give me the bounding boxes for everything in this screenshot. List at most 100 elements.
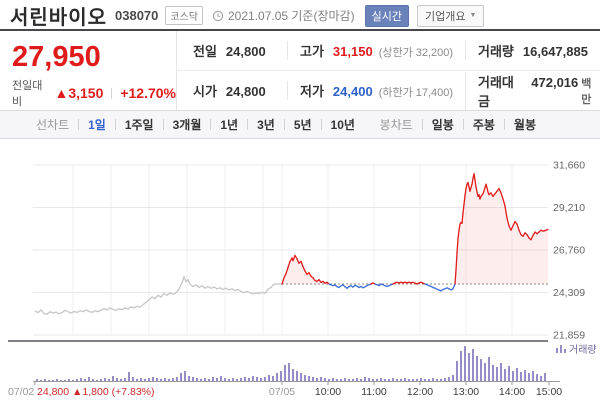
volume-bar: [240, 378, 242, 381]
tab-1year[interactable]: 1년: [220, 118, 239, 132]
today-line-segment: [512, 220, 516, 227]
stock-code: 038070: [115, 8, 159, 23]
tab-monthly-candle[interactable]: 월봉: [513, 118, 536, 132]
header: 서린바이오 038070 코스닥 2021.07.05 기준(장마감) 실시간 …: [0, 0, 600, 31]
tab-weekly-candle[interactable]: 주봉: [472, 118, 495, 132]
tab-10year[interactable]: 10년: [330, 118, 355, 132]
volume-bar: [400, 379, 402, 381]
volume-bar: [532, 371, 534, 381]
low-label: 저가: [300, 84, 324, 99]
today-line-segment: [302, 265, 306, 272]
volume-bar: [528, 373, 530, 381]
volume-bar: [152, 377, 154, 381]
volume-bar: [488, 357, 490, 381]
tab-1day[interactable]: 1일: [88, 118, 106, 132]
volume-bar: [188, 376, 190, 381]
volume-bar: [540, 376, 542, 381]
volume-bar: [312, 377, 314, 381]
tab-1week[interactable]: 1주일: [124, 118, 154, 132]
volume-bar: [176, 377, 178, 381]
today-line-segment: [506, 217, 510, 227]
today-line-segment: [457, 229, 460, 240]
volume-bar: [252, 376, 254, 381]
volume-bar: [452, 375, 454, 381]
today-line-segment: [281, 277, 285, 285]
tab-5year[interactable]: 5년: [293, 118, 312, 132]
volume-bar: [100, 379, 102, 381]
volume-bar: [464, 346, 466, 381]
volume-legend-icon: [560, 345, 562, 353]
volume-bar: [316, 378, 318, 381]
volume-bar: [380, 378, 382, 381]
current-price-block: 27,950 전일대비 ▲ 3,150 +12.70%: [0, 31, 176, 110]
volume-bar: [524, 370, 526, 381]
volume-bar: [184, 371, 186, 381]
volume-bar: [412, 379, 414, 381]
volume-bar: [472, 349, 474, 381]
volume-bar: [80, 378, 82, 381]
today-line-segment: [458, 223, 461, 231]
volume-bar: [288, 363, 290, 381]
volume-bar: [392, 378, 394, 381]
volume-bar: [440, 379, 442, 381]
volume-bar: [340, 379, 342, 381]
volume-legend-icon: [556, 348, 558, 353]
high-value: 31,150: [332, 44, 373, 59]
volume-bar: [168, 379, 170, 381]
volume-bar: [124, 378, 126, 381]
volume-bar: [292, 369, 294, 381]
volume-bar: [56, 379, 58, 381]
volume-bar: [164, 378, 166, 381]
volume-bar: [192, 377, 194, 381]
today-line-segment: [296, 258, 300, 264]
volume-bar: [536, 374, 538, 381]
volume-bar: [228, 379, 230, 381]
open-value: 24,800: [225, 84, 266, 99]
volume-bar: [116, 378, 118, 381]
volume-bar: [420, 378, 422, 381]
change-percent: +12.70%: [120, 85, 176, 101]
volume-bar: [64, 380, 66, 381]
today-area-fill: [282, 173, 548, 284]
volume-bar: [200, 379, 202, 381]
volume-bar: [276, 373, 278, 381]
volume-bar: [220, 376, 222, 381]
volume-bar: [36, 379, 38, 381]
volume-bar: [320, 377, 322, 381]
volume-bar: [248, 378, 250, 381]
today-line-segment: [456, 238, 459, 254]
tab-3year[interactable]: 3년: [257, 118, 275, 132]
volume-bar: [104, 378, 106, 381]
today-line-segment: [285, 266, 289, 275]
tab-3month[interactable]: 3개월: [172, 118, 202, 132]
volume-bar: [384, 379, 386, 381]
today-line-segment: [462, 203, 465, 214]
realtime-button[interactable]: 실시간: [364, 4, 409, 27]
prev-day-line: [34, 275, 282, 316]
prev-day-summary: 24,800 ▲1,800 (+7.83%): [37, 386, 155, 398]
volume-bar: [204, 378, 206, 381]
today-line-segment: [544, 228, 549, 232]
volume-bar: [504, 369, 506, 381]
volume-bar: [236, 379, 238, 381]
today-line-segment: [504, 205, 508, 219]
prev-date-label: 07/02: [8, 386, 34, 398]
chart-toolbar: 선차트 1일 1주일 3개월 1년 3년 5년 10년 봉차트 일봉 주봉 월봉: [0, 110, 600, 139]
quote-summary: 27,950 전일대비 ▲ 3,150 +12.70% 전일 24,800 고가…: [0, 31, 600, 110]
volume-bar: [496, 367, 498, 381]
volume-bar: [404, 378, 406, 381]
today-line-segment: [522, 232, 526, 237]
volume-bar: [444, 378, 446, 381]
volume-bar: [216, 378, 218, 381]
today-line-segment: [482, 187, 486, 195]
volume-bar: [212, 377, 214, 381]
volume-bar: [208, 379, 210, 381]
today-line-segment: [283, 272, 287, 279]
x-axis-label: 14:00: [499, 386, 525, 398]
company-overview-dropdown[interactable]: 기업개요 ▼: [416, 4, 485, 27]
tab-daily-candle[interactable]: 일봉: [431, 118, 454, 132]
volume-bar: [448, 377, 450, 381]
volume-bar: [500, 363, 502, 381]
today-line-segment: [471, 177, 474, 185]
today-line-segment: [464, 187, 467, 197]
